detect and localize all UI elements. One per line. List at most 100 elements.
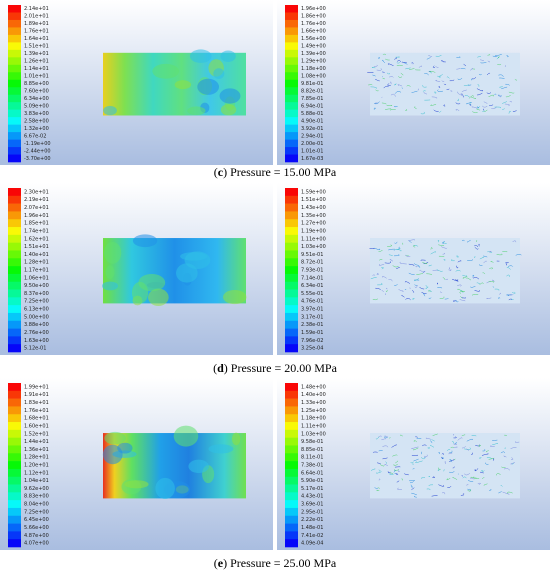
pathline bbox=[466, 102, 472, 105]
pathline bbox=[507, 491, 513, 494]
pathline bbox=[487, 60, 491, 63]
pathline bbox=[506, 274, 510, 277]
colorbar-band bbox=[285, 227, 298, 236]
pathline bbox=[483, 260, 487, 264]
pathline bbox=[456, 68, 461, 70]
pathline bbox=[514, 441, 520, 443]
colorbar-band bbox=[8, 219, 21, 228]
pathline bbox=[421, 292, 427, 294]
colorbar-label: 1.60e+01 bbox=[24, 423, 49, 429]
pathline bbox=[401, 87, 403, 89]
pathline bbox=[506, 267, 511, 270]
colorbar-band bbox=[8, 336, 21, 345]
pathline bbox=[432, 65, 436, 68]
pathline bbox=[422, 85, 427, 88]
colorbar-band bbox=[285, 117, 298, 125]
pathline bbox=[478, 445, 481, 447]
pathline bbox=[487, 251, 493, 253]
colorbar-label: 1.91e+01 bbox=[24, 392, 49, 398]
colorbar-band bbox=[8, 132, 21, 140]
colorbar-band bbox=[285, 390, 298, 399]
colorbar-band bbox=[285, 344, 298, 353]
pathline bbox=[376, 68, 382, 71]
pathline bbox=[448, 459, 455, 462]
pathline bbox=[388, 278, 393, 282]
pathline bbox=[437, 468, 440, 472]
colorbar-band bbox=[8, 390, 21, 399]
pathline bbox=[375, 436, 380, 440]
colorbar-label: 3.97e-01 bbox=[301, 307, 323, 313]
pathline bbox=[462, 493, 465, 497]
pathline bbox=[383, 435, 388, 438]
pathline bbox=[414, 495, 417, 498]
colorbar-label: 1.76e+00 bbox=[301, 21, 326, 27]
pathline bbox=[438, 452, 440, 455]
pathline bbox=[432, 269, 439, 271]
colorbar-band bbox=[285, 234, 298, 243]
pathline bbox=[506, 263, 508, 266]
pathline bbox=[388, 254, 393, 256]
pathline bbox=[439, 291, 443, 293]
pathline bbox=[468, 95, 474, 99]
pathline bbox=[471, 78, 473, 81]
caption-open: ( bbox=[214, 165, 218, 179]
colorbar-band bbox=[8, 515, 21, 524]
colorbar-band bbox=[8, 227, 21, 236]
colorbar-band bbox=[285, 203, 298, 212]
pathline bbox=[377, 57, 381, 59]
pathline bbox=[398, 76, 403, 78]
colorbar-band bbox=[285, 320, 298, 329]
colorbar-band bbox=[285, 139, 298, 148]
pathline bbox=[455, 270, 461, 272]
pathline bbox=[398, 470, 400, 473]
colorbar-band bbox=[285, 34, 298, 43]
pathline bbox=[471, 96, 477, 100]
pathline bbox=[446, 478, 451, 481]
contour-patch bbox=[155, 477, 175, 500]
colorbar-label: 9.62e+00 bbox=[24, 486, 49, 492]
contour-patch bbox=[132, 234, 158, 248]
colorbar-band bbox=[8, 94, 21, 103]
pathline bbox=[457, 91, 463, 95]
right-panel: 1.48e+00 1.40e+00 1.33e+00 1.25e+00 1.18e+00… bbox=[277, 378, 550, 550]
colorbar-label: 8.85e+00 bbox=[24, 81, 49, 87]
pathline bbox=[415, 460, 423, 463]
colorbar-label: 1.03e+00 bbox=[301, 431, 326, 437]
pathline bbox=[457, 288, 464, 293]
colorbar-label: 1.39e+00 bbox=[301, 51, 326, 57]
pathline bbox=[438, 76, 442, 78]
pathline bbox=[486, 72, 491, 76]
contour-patch bbox=[102, 281, 119, 291]
pathline bbox=[459, 291, 466, 294]
pathline bbox=[371, 67, 376, 69]
pathline bbox=[460, 290, 464, 293]
colorbar-label: 1.19e+00 bbox=[301, 228, 326, 234]
pathline bbox=[500, 485, 503, 487]
colorbar-band bbox=[8, 429, 21, 438]
pathline bbox=[390, 471, 394, 474]
contour-patch bbox=[173, 425, 199, 447]
pathline bbox=[387, 83, 391, 86]
colorbar-label: 1.11e+00 bbox=[301, 423, 326, 429]
colorbar-band bbox=[8, 312, 21, 322]
pathline bbox=[488, 104, 494, 106]
pathline bbox=[433, 109, 439, 112]
pathline bbox=[414, 284, 418, 286]
pathline-domain bbox=[370, 238, 520, 304]
pathline bbox=[438, 110, 442, 113]
pathline bbox=[409, 287, 411, 289]
pathline bbox=[503, 467, 511, 471]
pathline bbox=[448, 267, 451, 271]
pathline bbox=[508, 110, 512, 114]
colorbar-band bbox=[8, 305, 21, 314]
right-panel: 1.96e+00 1.86e+001.76e+00 1.66e+001.56e+00… bbox=[277, 0, 550, 165]
pathline bbox=[378, 450, 383, 452]
caption: (c) Pressure = 15.00 MPa bbox=[214, 165, 337, 179]
pathline bbox=[424, 454, 428, 457]
pathline bbox=[495, 473, 501, 476]
colorbar-label: 2.38e-01 bbox=[301, 322, 323, 328]
pathline bbox=[465, 277, 472, 281]
colorbar-label: 1.85e+01 bbox=[24, 221, 49, 227]
colorbar-label: 1.17e+01 bbox=[24, 268, 49, 274]
pathline bbox=[397, 487, 402, 490]
